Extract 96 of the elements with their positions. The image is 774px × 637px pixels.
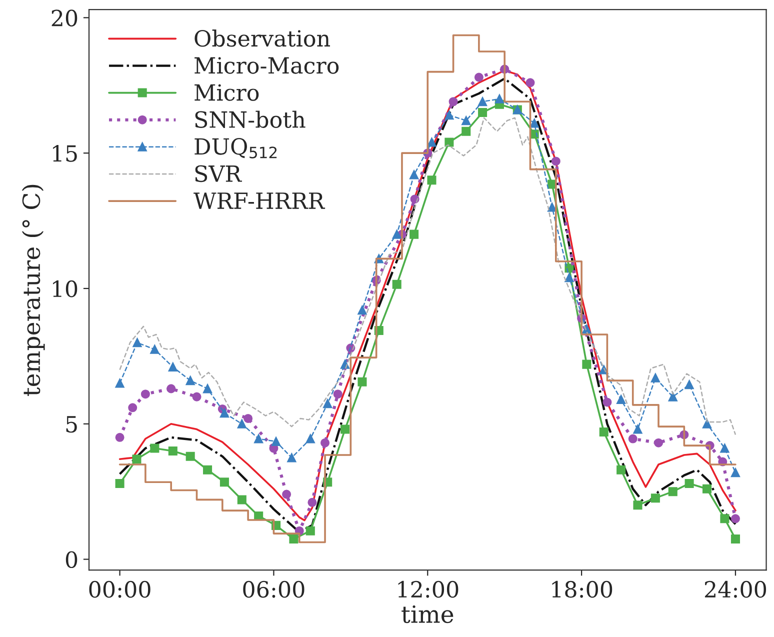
point [668,487,678,496]
legend-label: Observation [194,30,330,47]
y-tick-label: 15 [53,145,77,162]
point [392,230,402,239]
point [392,280,402,289]
point [128,403,138,412]
x-tick-label: 00:00 [89,580,150,598]
point [132,454,142,464]
x-tick-label: 06:00 [243,580,304,598]
point [526,78,535,88]
point [115,432,124,442]
point [115,478,124,488]
point [684,380,694,390]
x-tick-label: 12:00 [398,580,458,598]
point [282,490,292,499]
point [186,376,195,386]
point [462,116,471,126]
point [340,424,350,434]
point [448,97,458,106]
point [410,230,419,239]
x-tick-label: 18:00 [552,580,612,598]
point [244,414,253,423]
point [462,126,471,136]
point [633,424,642,434]
point [650,494,660,503]
point [192,392,202,402]
legend-label: Micro-Macro [194,57,339,74]
point [730,534,740,544]
point [702,484,712,494]
point [602,398,612,407]
point [551,156,560,166]
point [358,306,367,315]
y-tick-label: 20 [52,10,78,26]
y-tick-label: 10 [53,280,78,298]
point [115,378,124,388]
legend-label: WRF-HRRR [194,192,326,209]
point [140,390,150,399]
point [289,534,298,544]
point [474,72,484,82]
point [237,419,246,428]
point [358,377,367,386]
point [308,498,317,507]
point [616,394,626,404]
point [168,446,178,456]
point [427,138,436,147]
point [306,526,315,536]
point [478,97,488,106]
legend-label: SNN-both [195,110,306,128]
point [203,384,212,394]
point [132,338,142,348]
point [730,514,740,524]
y-tick-label: 0 [66,551,78,568]
point [730,468,740,478]
point [628,434,638,444]
point [633,500,642,510]
point [582,360,592,369]
point [306,434,315,444]
legend-label: DUQ$_{512}$ [194,138,277,158]
point [599,427,608,437]
x-axis-title: time [402,605,454,624]
point [150,344,160,354]
y-tick-label: 5 [66,416,77,433]
point [444,138,454,147]
point [287,453,296,462]
point [702,419,712,428]
point [410,170,419,180]
point [272,436,281,446]
point [564,273,574,282]
point [668,392,678,402]
point [427,176,436,185]
point [150,444,160,453]
point [220,408,229,418]
point [323,399,332,408]
point [220,478,229,487]
point [237,495,246,504]
point [616,465,626,474]
point [320,438,330,448]
point [444,110,454,120]
point [494,94,504,104]
point [720,444,730,453]
point [684,478,694,488]
point [720,514,730,524]
point [203,465,212,474]
point [333,390,342,399]
legend-label: SVR [195,165,242,182]
point [654,438,664,448]
legend-label: Micro [194,84,259,101]
y-axis-title: temperature (° C) [22,184,45,396]
point [478,108,488,117]
point [548,202,557,212]
point [254,434,264,444]
point [650,373,660,382]
x-tick-label: 24:00 [704,580,766,598]
point [166,384,176,394]
point [168,362,178,372]
point [186,452,195,461]
